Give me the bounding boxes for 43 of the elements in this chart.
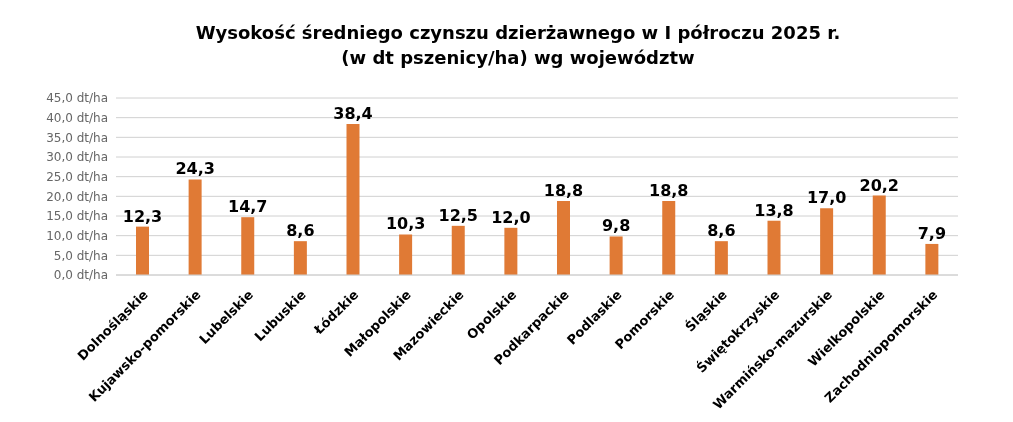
bar	[872, 195, 886, 275]
data-label: 38,4	[333, 103, 373, 123]
y-tick-label: 5,0 dt/ha	[53, 248, 108, 263]
bar	[188, 179, 202, 275]
data-label: 12,3	[122, 206, 163, 226]
y-tick-label: 40,0 dt/ha	[46, 110, 108, 125]
y-tick-label: 30,0 dt/ha	[46, 150, 108, 165]
data-label: 8,6	[707, 221, 736, 241]
bar	[714, 241, 728, 275]
bar	[925, 243, 939, 275]
bar	[504, 227, 518, 275]
bar	[399, 234, 413, 275]
chart-title: Wysokość średniego czynszu dzierżawnego w I półroczu 2025 r. (w dt pszenicy/ha) wg województw	[194, 21, 842, 70]
bar	[609, 236, 623, 275]
bar	[451, 225, 465, 275]
data-label: 10,3	[385, 214, 426, 234]
data-label: 20,2	[859, 175, 899, 195]
bar	[662, 201, 676, 275]
y-tick-label: 10,0 dt/ha	[46, 228, 108, 243]
data-label: 13,8	[754, 200, 794, 220]
data-label: 17,0	[806, 188, 847, 208]
bar	[557, 201, 570, 275]
data-label: 12,0	[491, 207, 531, 227]
data-label: 7,9	[917, 223, 947, 243]
data-label: 9,8	[601, 216, 631, 236]
y-tick-label: 35,0 dt/ha	[46, 130, 108, 145]
data-label: 18,8	[649, 181, 689, 201]
data-label: 18,8	[543, 181, 584, 201]
bar	[136, 226, 149, 275]
bar	[293, 241, 307, 275]
data-label: 14,7	[228, 197, 268, 217]
bar	[241, 217, 255, 275]
data-label: 12,5	[438, 205, 478, 225]
y-tick-label: 15,0 dt/ha	[46, 209, 108, 224]
y-tick-label: 25,0 dt/ha	[46, 169, 108, 184]
bar	[820, 208, 834, 275]
y-tick-label: 45,0 dt/ha	[46, 91, 108, 106]
bar	[767, 220, 781, 275]
data-label: 24,3	[175, 159, 215, 179]
y-tick-label: 0,0 dt/ha	[53, 268, 108, 283]
bar	[346, 123, 360, 275]
y-tick-label: 20,0 dt/ha	[46, 189, 108, 204]
data-label: 8,6	[286, 221, 315, 241]
